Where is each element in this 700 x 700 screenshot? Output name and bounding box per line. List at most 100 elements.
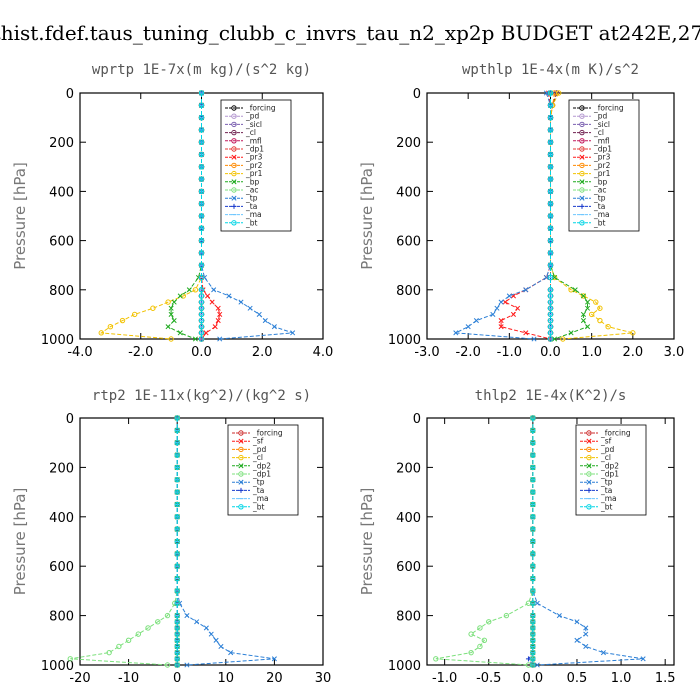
series-dp1 <box>67 415 180 668</box>
data-point <box>547 317 554 324</box>
series-bp <box>165 90 205 342</box>
data-point <box>584 324 591 330</box>
legend-marker <box>231 187 237 193</box>
legend-item: _cl <box>232 453 263 462</box>
legend-label: _pr1 <box>245 169 263 178</box>
legend-label: _ac <box>245 186 258 195</box>
legend-item: _ta <box>232 486 264 495</box>
x-tick-label: 0.0 <box>540 345 561 360</box>
data-point <box>530 662 536 668</box>
data-point <box>547 201 554 207</box>
data-point <box>556 613 562 619</box>
data-point <box>174 538 180 545</box>
data-point <box>198 188 205 195</box>
data-point <box>465 324 471 330</box>
data-point <box>262 317 268 324</box>
y-tick-label: 600 <box>396 560 421 575</box>
legend-item: _dp1 <box>573 145 612 154</box>
legend-marker <box>238 463 244 469</box>
data-point <box>530 427 536 434</box>
data-point <box>530 643 536 650</box>
legend-item: _mfl <box>225 136 262 145</box>
legend-label: _sicl <box>593 120 610 129</box>
data-point <box>125 637 132 643</box>
legend-item: _pd <box>580 445 615 454</box>
legend-marker <box>579 129 585 136</box>
x-tick-label: -3.0 <box>414 345 439 360</box>
data-point <box>547 311 554 318</box>
legend-marker <box>586 454 592 461</box>
legend-label: _forcing <box>245 104 276 113</box>
legend-label: _pd <box>252 445 267 454</box>
data-point <box>168 336 174 342</box>
legend-item: _pr1 <box>573 169 611 178</box>
data-point <box>211 287 217 293</box>
legend-marker <box>579 170 585 177</box>
data-point <box>174 637 180 643</box>
legend-label: _tp <box>593 194 606 203</box>
data-point <box>510 311 517 317</box>
data-point <box>583 631 589 637</box>
data-point <box>107 324 114 330</box>
data-point <box>168 305 174 311</box>
legend-item: _dp1 <box>580 470 619 479</box>
x-tick-label: 0 <box>173 671 181 686</box>
legend-label: _pr3 <box>593 153 611 162</box>
data-point <box>198 139 205 145</box>
x-tick-label: 1.0 <box>581 345 602 360</box>
series-pr3 <box>498 90 554 342</box>
data-point <box>198 274 205 281</box>
legend-label: _sf <box>252 437 264 446</box>
legend-label: _tp <box>600 478 613 487</box>
legend-label: _cl <box>252 453 263 462</box>
data-point <box>145 625 151 631</box>
legend-item: _bt <box>580 502 613 511</box>
legend: _forcing_pd_sicl_cl_mfl_dp1_pr3_pr2_pr1_… <box>220 99 292 232</box>
legend-label: _bt <box>593 218 606 227</box>
data-point <box>168 311 174 317</box>
data-point <box>177 293 183 299</box>
legend-label: _ma <box>245 210 262 219</box>
legend-label: _mfl <box>593 136 610 145</box>
panel-title: wprtp 1E-7x(m kg)/(s^2 kg) <box>92 62 311 78</box>
legend-label: _ta <box>600 486 612 495</box>
data-point <box>198 336 205 342</box>
data-point <box>174 643 180 650</box>
x-tick-label: -2.0 <box>455 345 480 360</box>
data-point <box>192 336 198 342</box>
series-line <box>70 418 178 666</box>
legend-marker <box>231 129 237 136</box>
data-point <box>198 305 205 311</box>
legend-item: _bt <box>225 218 258 227</box>
data-point <box>433 656 439 662</box>
chart-panel-4: thlp2 1E-4x(K^2)/s Pressure [hPa] 0 200 400 6… <box>358 388 676 686</box>
data-point <box>530 514 536 520</box>
legend-marker <box>579 113 585 119</box>
y-tick-label: 0 <box>413 87 421 102</box>
legend-item: _ac <box>573 186 606 195</box>
data-point <box>228 650 234 656</box>
data-point <box>271 656 277 662</box>
legend-marker <box>579 203 585 209</box>
legend-label: _ma <box>252 494 269 503</box>
legend-marker <box>586 463 592 469</box>
data-point <box>290 330 296 336</box>
data-point <box>198 114 205 121</box>
legend-item: _ma <box>573 210 610 219</box>
data-point <box>174 649 180 656</box>
chart-panel-2: wpthlp 1E-4x(m K)/s^2 Pressure [hPa] 0 200 4… <box>358 62 684 360</box>
data-point <box>198 262 205 268</box>
legend-marker <box>231 121 237 128</box>
legend-label: _pr2 <box>593 161 611 170</box>
data-point <box>256 311 262 317</box>
legend-label: _dp1 <box>252 470 271 479</box>
data-point <box>198 90 205 96</box>
legend-label: _dp1 <box>600 470 619 479</box>
data-point <box>192 287 199 293</box>
legend-item: _pd <box>232 445 267 454</box>
legend-item: _sf <box>232 437 264 446</box>
y-tick-label: 800 <box>396 284 421 299</box>
data-point <box>213 637 219 643</box>
data-point <box>547 305 554 311</box>
data-point <box>530 526 536 532</box>
